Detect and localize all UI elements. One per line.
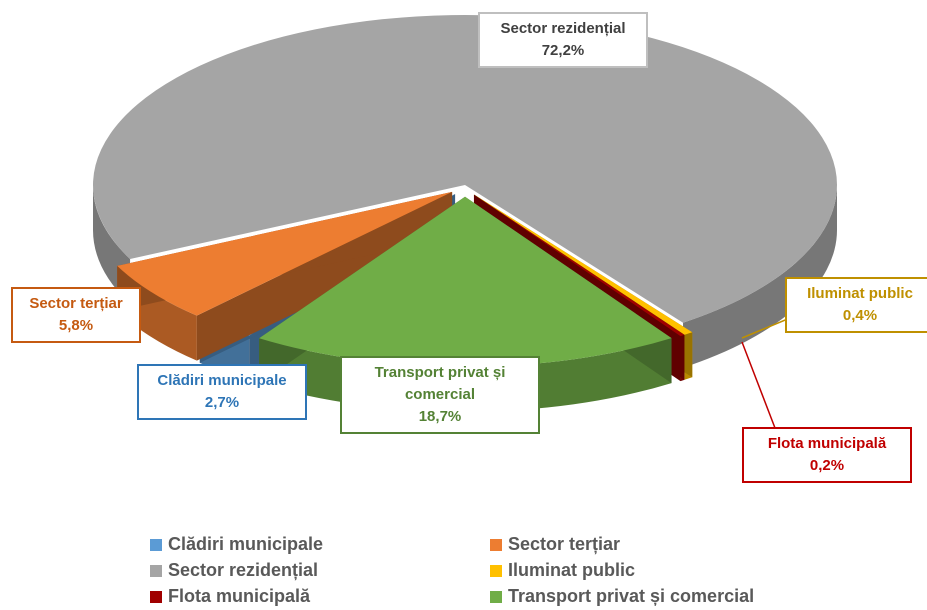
slice-side	[683, 185, 837, 368]
legend-label: Iluminat public	[508, 560, 636, 580]
slice	[473, 194, 685, 337]
label-value: 5,8%	[58, 317, 94, 334]
legend-swatch	[150, 590, 162, 603]
data-label: Transport privat și comercial 18,7%	[340, 356, 540, 434]
legend-label: Clădiri municipale	[168, 534, 324, 554]
label-category: Sector rezidențial	[500, 20, 626, 37]
label-value: 18,7%	[418, 408, 462, 425]
label-category: Iluminat public	[807, 285, 913, 302]
legend-entry: Sector terțiar	[490, 534, 620, 555]
legend-entry: Iluminat public	[490, 560, 635, 581]
legend-entry: Sector rezidențial	[150, 560, 318, 581]
label-value: 0,2%	[809, 457, 845, 474]
data-label: Clădiri municipale 2,7%	[137, 364, 307, 420]
label-value: 72,2%	[541, 42, 585, 59]
legend-entry: Clădiri municipale	[150, 534, 323, 555]
label-category: Transport privat și comercial	[374, 364, 506, 403]
data-label: Iluminat public 0,4%	[785, 277, 927, 333]
legend-entry: Flota municipală	[150, 586, 310, 607]
legend-label: Transport privat și comercial	[508, 586, 755, 606]
label-category: Flota municipală	[767, 435, 887, 452]
slice	[117, 191, 453, 316]
slice	[474, 194, 693, 335]
legend-label: Sector rezidențial	[168, 560, 319, 580]
slice	[92, 14, 837, 323]
legend-entry: Transport privat și comercial	[490, 586, 754, 607]
legend-label: Flota municipală	[168, 586, 311, 606]
legend-label: Sector terțiar	[508, 534, 621, 554]
legend-swatch	[490, 590, 502, 603]
data-label: Flota municipală 0,2%	[742, 427, 912, 483]
label-category: Sector terțiar	[29, 295, 123, 312]
slice	[259, 196, 672, 367]
data-label: Sector terțiar 5,8%	[11, 287, 141, 343]
label-value: 0,4%	[842, 307, 878, 324]
legend-swatch	[490, 564, 502, 577]
legend-swatch	[490, 538, 502, 551]
leader-line	[741, 341, 776, 429]
leader-line	[741, 317, 791, 339]
label-value: 2,7%	[204, 394, 240, 411]
data-label: Sector rezidențial 72,2%	[478, 12, 648, 68]
legend-swatch	[150, 538, 162, 551]
legend-swatch	[150, 564, 162, 577]
label-category: Clădiri municipale	[157, 372, 287, 389]
